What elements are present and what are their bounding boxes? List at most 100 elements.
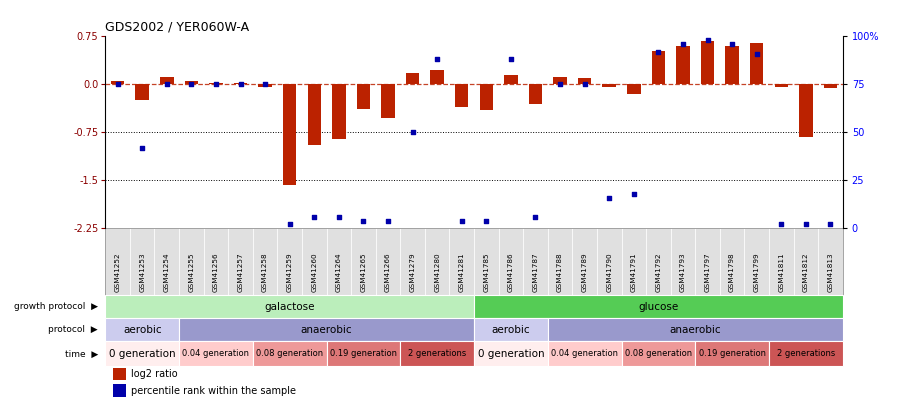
Bar <box>130 228 155 295</box>
Bar <box>333 84 345 139</box>
Bar <box>523 228 548 295</box>
Text: 0.04 generation: 0.04 generation <box>182 350 249 358</box>
Point <box>307 213 322 220</box>
Bar <box>356 84 370 109</box>
Text: glucose: glucose <box>638 302 679 312</box>
Text: galactose: galactose <box>265 302 315 312</box>
Bar <box>695 341 769 367</box>
Point <box>651 49 666 55</box>
Point <box>282 221 297 228</box>
Bar <box>258 84 272 87</box>
Text: aerobic: aerobic <box>123 325 161 335</box>
Text: GSM41258: GSM41258 <box>262 252 268 292</box>
Bar <box>253 341 327 367</box>
Bar <box>179 228 203 295</box>
Point <box>700 37 714 43</box>
Text: protocol  ▶: protocol ▶ <box>49 326 98 335</box>
Text: anaerobic: anaerobic <box>670 325 721 335</box>
Bar <box>818 228 843 295</box>
Bar <box>799 84 812 137</box>
Text: 0 generation: 0 generation <box>477 349 544 359</box>
Point <box>479 217 494 224</box>
Text: GSM41787: GSM41787 <box>532 252 539 292</box>
Bar <box>548 318 843 341</box>
Bar <box>105 295 474 318</box>
Point <box>135 145 149 151</box>
Text: GSM41255: GSM41255 <box>189 252 194 292</box>
Text: GSM41260: GSM41260 <box>311 252 317 292</box>
Text: GSM41266: GSM41266 <box>385 252 391 292</box>
Bar <box>376 228 400 295</box>
Bar <box>474 341 548 367</box>
Bar <box>234 83 247 84</box>
Bar <box>327 341 400 367</box>
Bar <box>548 341 622 367</box>
Bar <box>203 228 228 295</box>
Bar <box>480 84 493 110</box>
Point <box>823 221 838 228</box>
Point <box>356 217 371 224</box>
Point <box>159 81 174 87</box>
Text: GSM41812: GSM41812 <box>802 252 809 292</box>
Bar <box>769 228 793 295</box>
Text: 0.19 generation: 0.19 generation <box>699 350 766 358</box>
Text: 2 generations: 2 generations <box>408 350 466 358</box>
Bar <box>498 228 523 295</box>
Bar <box>400 341 474 367</box>
Bar <box>504 75 518 84</box>
Text: GSM41254: GSM41254 <box>164 252 169 292</box>
Bar <box>253 228 278 295</box>
Bar <box>793 228 818 295</box>
Text: GSM41791: GSM41791 <box>631 252 637 292</box>
Bar <box>105 228 130 295</box>
Point <box>234 81 248 87</box>
Bar <box>646 228 671 295</box>
Bar <box>455 84 468 107</box>
Bar <box>278 228 302 295</box>
Bar <box>105 341 179 367</box>
Text: GSM41792: GSM41792 <box>655 252 661 292</box>
Point <box>627 190 641 197</box>
Text: GSM41788: GSM41788 <box>557 252 563 292</box>
Point <box>749 51 764 57</box>
Text: anaerobic: anaerobic <box>300 325 353 335</box>
Point <box>577 81 592 87</box>
Point <box>725 41 739 47</box>
Bar <box>676 46 690 84</box>
Point <box>257 81 272 87</box>
Bar <box>597 228 622 295</box>
Point <box>676 41 691 47</box>
Text: 0.04 generation: 0.04 generation <box>551 350 618 358</box>
Text: GSM41797: GSM41797 <box>704 252 711 292</box>
Bar <box>553 77 567 84</box>
Bar <box>578 78 592 84</box>
Text: 0.08 generation: 0.08 generation <box>625 350 692 358</box>
Bar <box>529 84 542 104</box>
Bar <box>160 77 173 84</box>
Bar <box>671 228 695 295</box>
Bar <box>327 228 351 295</box>
Text: GDS2002 / YER060W-A: GDS2002 / YER060W-A <box>105 21 249 34</box>
Bar <box>431 70 444 84</box>
Text: GSM41799: GSM41799 <box>754 252 759 292</box>
Bar <box>105 318 179 341</box>
Point <box>110 81 125 87</box>
Text: GSM41813: GSM41813 <box>827 252 834 292</box>
Bar <box>622 341 695 367</box>
Bar <box>136 84 149 100</box>
Text: GSM41257: GSM41257 <box>237 252 244 292</box>
Text: GSM41256: GSM41256 <box>213 252 219 292</box>
Text: GSM41793: GSM41793 <box>680 252 686 292</box>
Text: GSM41264: GSM41264 <box>336 252 342 292</box>
Bar <box>622 228 646 295</box>
Text: GSM41811: GSM41811 <box>779 252 784 292</box>
Bar <box>179 341 253 367</box>
Bar <box>775 84 788 87</box>
Bar <box>406 73 420 84</box>
Text: time  ▶: time ▶ <box>65 350 98 358</box>
Point <box>799 221 813 228</box>
Bar <box>750 43 763 84</box>
Bar <box>113 384 126 397</box>
Point <box>454 217 469 224</box>
Bar <box>474 295 843 318</box>
